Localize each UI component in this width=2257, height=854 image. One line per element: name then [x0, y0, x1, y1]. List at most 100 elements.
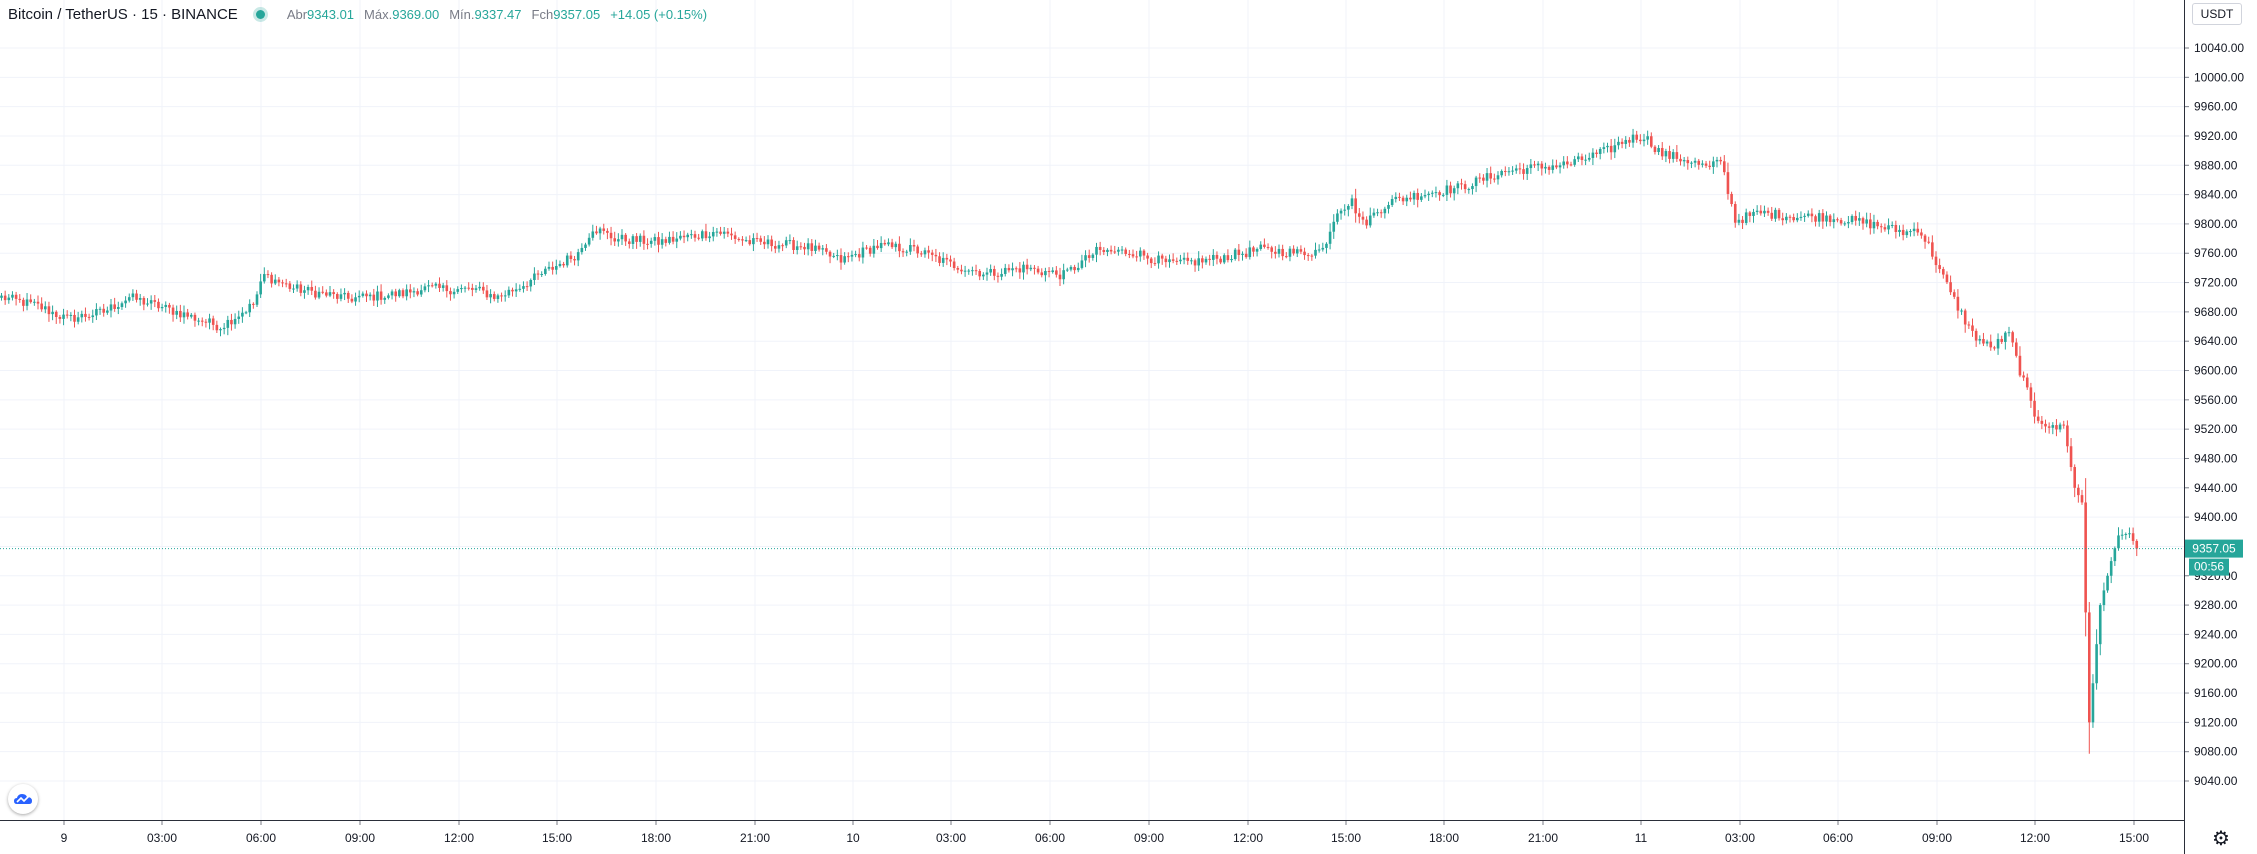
candle-body	[226, 319, 230, 328]
candle-body	[1733, 204, 1737, 223]
candle-body	[211, 318, 215, 325]
candle-body	[1438, 192, 1441, 196]
candle-body	[1905, 231, 1909, 236]
candle-body	[1343, 209, 1346, 211]
symbol-title[interactable]: Bitcoin / TetherUS · 15 · BINANCE	[8, 6, 238, 23]
candle-body	[1529, 164, 1533, 169]
candle-body	[193, 314, 197, 321]
candle-body	[1182, 257, 1186, 260]
candle-body	[1952, 292, 1956, 297]
candle-body	[113, 304, 116, 309]
candle-body	[930, 252, 934, 255]
last-price-label: 9357.05	[2192, 542, 2236, 556]
candle-body	[1876, 221, 1879, 227]
candle-body	[1230, 258, 1233, 261]
candle-body	[1693, 160, 1697, 163]
candle-body	[416, 291, 419, 295]
candle-body	[1890, 224, 1894, 226]
candle-body	[777, 245, 781, 249]
candle-body	[153, 300, 157, 302]
candle-body	[146, 303, 149, 305]
candle-body	[1427, 193, 1430, 196]
candle-body	[1066, 269, 1069, 271]
candle-body	[1628, 139, 1631, 143]
candle-body	[912, 245, 916, 247]
candle-body	[2066, 425, 2069, 447]
candle-body	[1175, 260, 1179, 262]
price-tick-label: 9200.00	[2194, 657, 2238, 671]
currency-button[interactable]: USDT	[2192, 3, 2242, 25]
candle-body	[1514, 168, 1518, 171]
candle-body	[2080, 495, 2084, 503]
candle-body	[241, 312, 244, 317]
candle-body	[365, 293, 368, 297]
low-label: Mín.	[449, 7, 475, 22]
candle-body	[164, 304, 168, 308]
candle-body	[828, 251, 832, 257]
candle-body	[14, 294, 18, 299]
candle-body	[204, 321, 208, 323]
candle-body	[1701, 163, 1704, 165]
price-tick-label: 9800.00	[2194, 217, 2238, 231]
candle-body	[595, 231, 598, 234]
candle-body	[697, 237, 700, 239]
close-label: Fch	[531, 7, 554, 22]
candle-body	[996, 275, 1000, 277]
candle-body	[617, 239, 620, 242]
candle-body	[266, 274, 270, 276]
candle-body	[1146, 255, 1149, 259]
candle-body	[1843, 223, 1847, 225]
candle-body	[1467, 189, 1471, 191]
candle-body	[368, 294, 372, 297]
candle-body	[1339, 210, 1343, 214]
candle-body	[960, 269, 963, 272]
candle-body	[1226, 255, 1230, 261]
candle-body	[2128, 533, 2131, 535]
candle-body	[427, 285, 430, 287]
candle-body	[1989, 341, 1993, 348]
candle-body	[222, 327, 226, 330]
candle-body	[412, 291, 416, 293]
candle-body	[2007, 332, 2011, 334]
candle-body	[1847, 222, 1850, 224]
candle-body	[1405, 197, 1409, 202]
candle-body	[1712, 161, 1715, 167]
candle-body	[1587, 157, 1591, 160]
candle-body	[1007, 267, 1011, 271]
candle-body	[843, 256, 846, 263]
candle-body	[1916, 228, 1920, 233]
candle-body	[719, 231, 722, 234]
candle-body	[288, 283, 292, 289]
candle-body	[2022, 375, 2025, 378]
time-tick-label: 15:00	[2119, 831, 2149, 845]
candle-body	[920, 253, 923, 255]
price-tick-label: 9600.00	[2194, 364, 2238, 378]
time-tick-label: 18:00	[641, 831, 671, 845]
candle-body	[84, 313, 87, 317]
candle-body	[945, 257, 949, 260]
candle-body	[80, 313, 84, 318]
candle-body	[1372, 212, 1376, 216]
candle-body	[1047, 271, 1051, 273]
candle-body	[1109, 249, 1113, 252]
price-tick-label: 9560.00	[2194, 393, 2238, 407]
gear-icon[interactable]: ⚙	[2212, 828, 2230, 850]
candle-body	[1755, 210, 1759, 212]
candle-body	[1080, 260, 1084, 268]
tradingview-cloud-icon[interactable]	[8, 784, 38, 814]
candle-body	[606, 230, 609, 233]
last-price-badge	[2185, 539, 2243, 558]
candle-body	[372, 294, 376, 301]
candle-body	[1274, 251, 1277, 254]
candle-body	[1135, 256, 1138, 258]
candle-body	[832, 255, 835, 257]
price-tick-label: 9120.00	[2194, 715, 2238, 729]
candle-body	[496, 295, 500, 299]
candle-body	[1029, 267, 1033, 270]
candle-body	[449, 291, 452, 295]
countdown-label: 00:56	[2194, 560, 2224, 574]
candle-body	[44, 306, 47, 310]
candle-body	[350, 298, 354, 302]
candle-body	[2113, 548, 2117, 562]
